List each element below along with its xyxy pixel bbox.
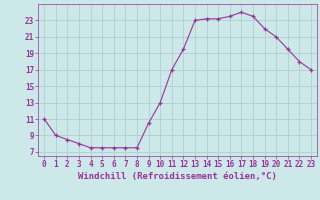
X-axis label: Windchill (Refroidissement éolien,°C): Windchill (Refroidissement éolien,°C): [78, 172, 277, 181]
